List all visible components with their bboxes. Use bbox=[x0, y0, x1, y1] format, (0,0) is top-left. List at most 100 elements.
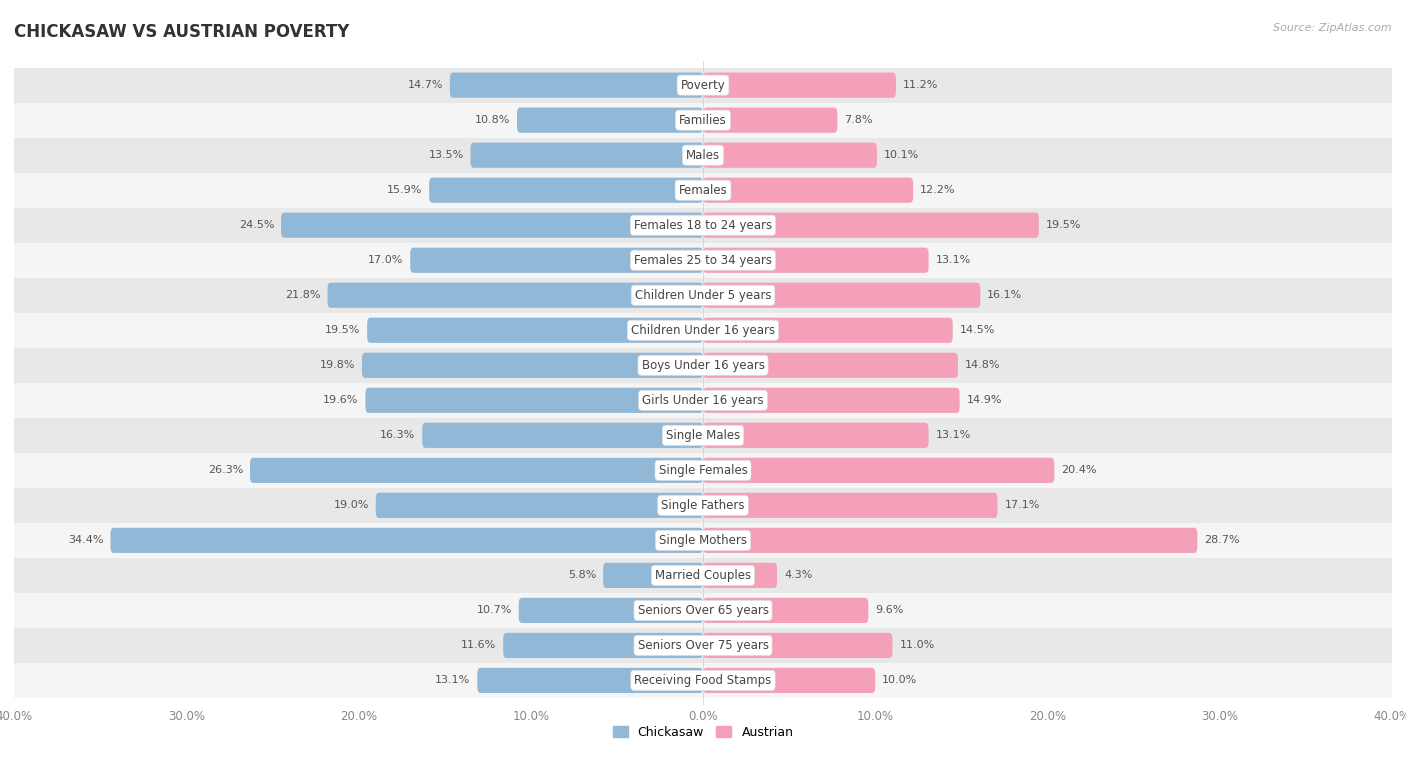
FancyBboxPatch shape bbox=[703, 318, 953, 343]
Text: 11.0%: 11.0% bbox=[900, 641, 935, 650]
Text: 19.0%: 19.0% bbox=[333, 500, 368, 510]
Text: 10.7%: 10.7% bbox=[477, 606, 512, 615]
FancyBboxPatch shape bbox=[478, 668, 703, 693]
Text: Girls Under 16 years: Girls Under 16 years bbox=[643, 394, 763, 407]
Bar bbox=[14, 173, 1392, 208]
FancyBboxPatch shape bbox=[703, 108, 838, 133]
Text: 17.0%: 17.0% bbox=[368, 255, 404, 265]
Text: 7.8%: 7.8% bbox=[844, 115, 873, 125]
Text: 16.3%: 16.3% bbox=[380, 431, 415, 440]
FancyBboxPatch shape bbox=[703, 423, 928, 448]
FancyBboxPatch shape bbox=[429, 177, 703, 203]
Text: Single Males: Single Males bbox=[666, 429, 740, 442]
Text: 28.7%: 28.7% bbox=[1204, 535, 1240, 545]
Bar bbox=[14, 313, 1392, 348]
Text: 13.5%: 13.5% bbox=[429, 150, 464, 160]
Legend: Chickasaw, Austrian: Chickasaw, Austrian bbox=[607, 721, 799, 744]
Bar bbox=[14, 523, 1392, 558]
FancyBboxPatch shape bbox=[603, 562, 703, 588]
Text: 19.6%: 19.6% bbox=[323, 396, 359, 406]
FancyBboxPatch shape bbox=[517, 108, 703, 133]
Text: 10.8%: 10.8% bbox=[475, 115, 510, 125]
Text: 11.2%: 11.2% bbox=[903, 80, 938, 90]
Text: Source: ZipAtlas.com: Source: ZipAtlas.com bbox=[1274, 23, 1392, 33]
Bar bbox=[14, 383, 1392, 418]
Bar bbox=[14, 277, 1392, 313]
FancyBboxPatch shape bbox=[703, 248, 928, 273]
Text: Children Under 16 years: Children Under 16 years bbox=[631, 324, 775, 337]
FancyBboxPatch shape bbox=[422, 423, 703, 448]
FancyBboxPatch shape bbox=[503, 633, 703, 658]
FancyBboxPatch shape bbox=[703, 528, 1198, 553]
Text: CHICKASAW VS AUSTRIAN POVERTY: CHICKASAW VS AUSTRIAN POVERTY bbox=[14, 23, 350, 41]
Text: 12.2%: 12.2% bbox=[920, 185, 956, 196]
FancyBboxPatch shape bbox=[703, 458, 1054, 483]
Bar bbox=[14, 418, 1392, 453]
Text: 26.3%: 26.3% bbox=[208, 465, 243, 475]
Text: Females 18 to 24 years: Females 18 to 24 years bbox=[634, 219, 772, 232]
Text: Receiving Food Stamps: Receiving Food Stamps bbox=[634, 674, 772, 687]
Bar bbox=[14, 488, 1392, 523]
Text: 14.7%: 14.7% bbox=[408, 80, 443, 90]
Text: 11.6%: 11.6% bbox=[461, 641, 496, 650]
FancyBboxPatch shape bbox=[703, 493, 997, 518]
FancyBboxPatch shape bbox=[703, 177, 912, 203]
FancyBboxPatch shape bbox=[367, 318, 703, 343]
Bar bbox=[14, 628, 1392, 663]
Text: Single Mothers: Single Mothers bbox=[659, 534, 747, 547]
FancyBboxPatch shape bbox=[450, 73, 703, 98]
Text: 13.1%: 13.1% bbox=[935, 255, 970, 265]
FancyBboxPatch shape bbox=[703, 212, 1039, 238]
FancyBboxPatch shape bbox=[703, 387, 960, 413]
FancyBboxPatch shape bbox=[703, 143, 877, 168]
Text: 34.4%: 34.4% bbox=[67, 535, 104, 545]
Text: 5.8%: 5.8% bbox=[568, 570, 596, 581]
FancyBboxPatch shape bbox=[361, 352, 703, 378]
FancyBboxPatch shape bbox=[703, 562, 778, 588]
FancyBboxPatch shape bbox=[703, 283, 980, 308]
Text: Children Under 5 years: Children Under 5 years bbox=[634, 289, 772, 302]
Text: 24.5%: 24.5% bbox=[239, 221, 274, 230]
Text: 19.5%: 19.5% bbox=[325, 325, 360, 335]
Text: Females: Females bbox=[679, 183, 727, 196]
Text: 16.1%: 16.1% bbox=[987, 290, 1022, 300]
FancyBboxPatch shape bbox=[703, 633, 893, 658]
Text: Single Females: Single Females bbox=[658, 464, 748, 477]
FancyBboxPatch shape bbox=[471, 143, 703, 168]
Text: 13.1%: 13.1% bbox=[436, 675, 471, 685]
Bar bbox=[14, 453, 1392, 488]
FancyBboxPatch shape bbox=[375, 493, 703, 518]
Bar bbox=[14, 208, 1392, 243]
Bar bbox=[14, 102, 1392, 138]
FancyBboxPatch shape bbox=[411, 248, 703, 273]
FancyBboxPatch shape bbox=[366, 387, 703, 413]
Text: Boys Under 16 years: Boys Under 16 years bbox=[641, 359, 765, 371]
Text: Poverty: Poverty bbox=[681, 79, 725, 92]
Text: 21.8%: 21.8% bbox=[285, 290, 321, 300]
Bar bbox=[14, 348, 1392, 383]
Text: 14.5%: 14.5% bbox=[960, 325, 995, 335]
Text: Females 25 to 34 years: Females 25 to 34 years bbox=[634, 254, 772, 267]
Text: 4.3%: 4.3% bbox=[785, 570, 813, 581]
Text: 20.4%: 20.4% bbox=[1062, 465, 1097, 475]
Text: Single Fathers: Single Fathers bbox=[661, 499, 745, 512]
Text: Married Couples: Married Couples bbox=[655, 569, 751, 582]
Text: 19.5%: 19.5% bbox=[1046, 221, 1081, 230]
FancyBboxPatch shape bbox=[703, 352, 957, 378]
Text: 9.6%: 9.6% bbox=[875, 606, 904, 615]
FancyBboxPatch shape bbox=[703, 668, 875, 693]
Bar bbox=[14, 558, 1392, 593]
Text: Seniors Over 65 years: Seniors Over 65 years bbox=[637, 604, 769, 617]
FancyBboxPatch shape bbox=[703, 73, 896, 98]
FancyBboxPatch shape bbox=[111, 528, 703, 553]
Text: 13.1%: 13.1% bbox=[935, 431, 970, 440]
Text: Males: Males bbox=[686, 149, 720, 161]
Text: Families: Families bbox=[679, 114, 727, 127]
Text: 10.0%: 10.0% bbox=[882, 675, 917, 685]
Text: 15.9%: 15.9% bbox=[387, 185, 422, 196]
Text: 17.1%: 17.1% bbox=[1004, 500, 1040, 510]
Bar bbox=[14, 67, 1392, 102]
FancyBboxPatch shape bbox=[281, 212, 703, 238]
FancyBboxPatch shape bbox=[703, 598, 869, 623]
FancyBboxPatch shape bbox=[519, 598, 703, 623]
